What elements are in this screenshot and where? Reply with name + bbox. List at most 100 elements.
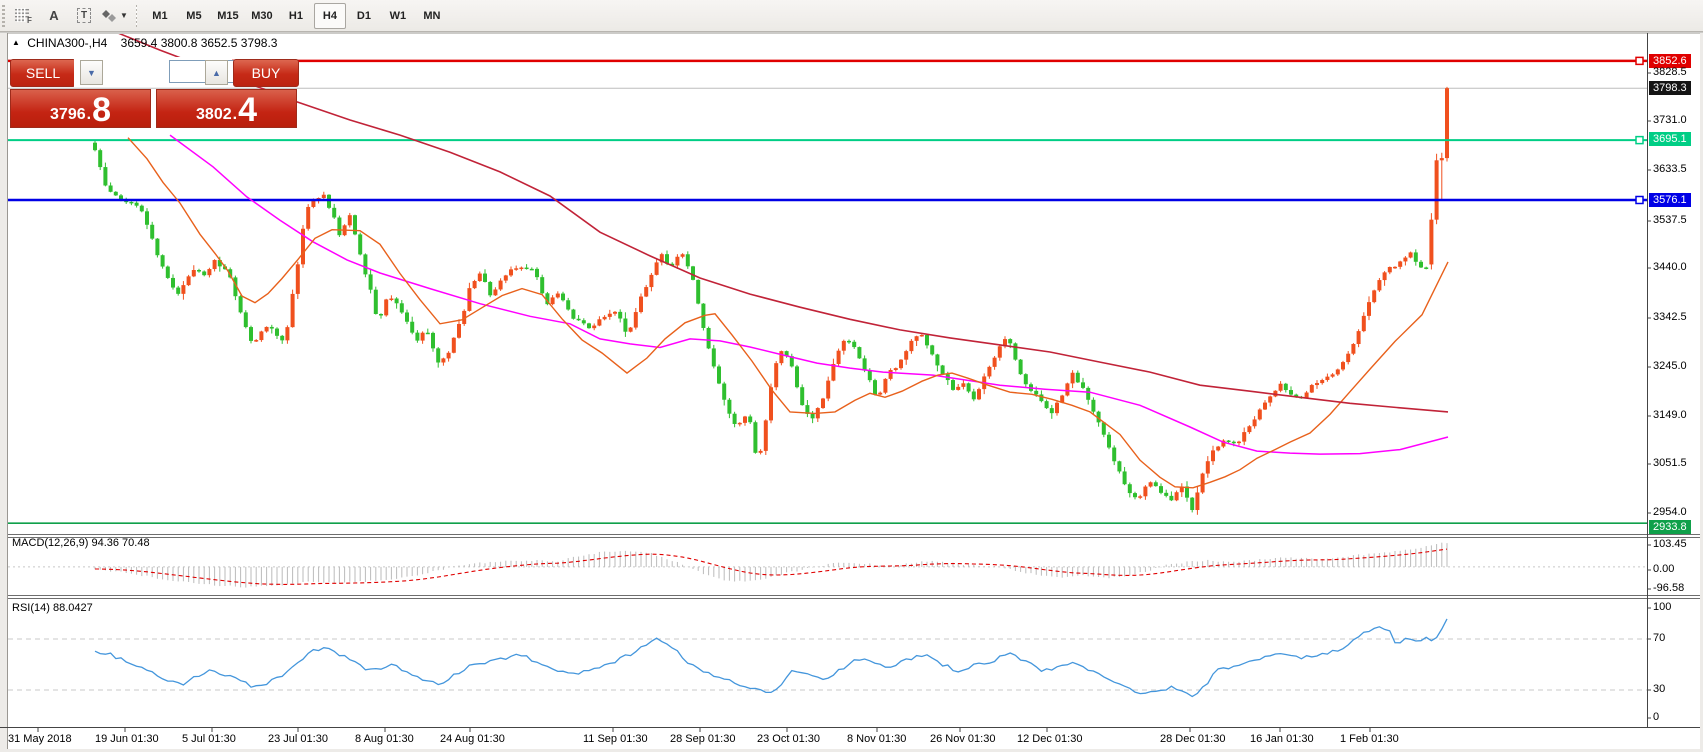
price-badge-3798.3: 3798.3 — [1649, 81, 1691, 95]
date-axis-label: 11 Sep 01:30 — [583, 733, 648, 745]
window-left-frame — [0, 33, 7, 752]
buy-button-label: BUY — [251, 65, 281, 81]
date-axis-label: 23 Oct 01:30 — [757, 733, 820, 745]
sell-button-label: SELL — [25, 65, 61, 81]
line-end-marker — [1635, 56, 1644, 66]
candlesticks — [93, 86, 1449, 515]
macd-axis-label: -96.58 — [1653, 582, 1685, 594]
date-axis-label: 31 May 2018 — [8, 733, 72, 745]
price-axis-label: 3537.5 — [1653, 214, 1687, 226]
buy-price-big-digit: 4 — [238, 91, 257, 129]
timeframe-button-h4[interactable]: H4 — [313, 2, 346, 29]
timeframe-button-mn[interactable]: MN — [423, 9, 441, 22]
price-axis-label: 2954.0 — [1653, 506, 1687, 518]
buy-price-main: 3802 — [196, 106, 232, 123]
date-axis-label: 24 Aug 01:30 — [440, 733, 505, 745]
rsi-axis-label: 30 — [1653, 683, 1666, 695]
timeframe-button-m5[interactable]: M5 — [186, 9, 202, 22]
text-tool-icon: A — [49, 8, 59, 23]
timeframe-button-m30[interactable]: M30 — [251, 9, 273, 22]
price-axis-label: 3245.0 — [1653, 360, 1687, 372]
svg-text:F: F — [27, 16, 32, 23]
window-right-frame — [1700, 33, 1703, 752]
buy-price-dot: . — [232, 106, 238, 123]
rsi-line — [94, 618, 1448, 698]
date-axis-label: 8 Nov 01:30 — [847, 733, 907, 745]
timeframe-buttons: M1 M5 M15 M30 H1 H4 D1 W1 MN — [143, 2, 449, 29]
rsi-axis-label: 0 — [1653, 711, 1660, 723]
main-chart-panel — [8, 34, 1647, 524]
date-axis-label: 28 Sep 01:30 — [670, 733, 736, 745]
price-axis-label: 3440.0 — [1653, 261, 1687, 273]
rsi-axis-label: 70 — [1653, 632, 1666, 644]
label-tool-icon: T — [76, 8, 92, 23]
timeframe-button-h1[interactable]: H1 — [288, 9, 303, 22]
toolbar-grip[interactable] — [2, 4, 9, 27]
date-axis-label: 28 Dec 01:30 — [1160, 733, 1226, 745]
price-axis-label: 3149.0 — [1653, 409, 1687, 421]
macd-panel — [8, 542, 1647, 588]
timeframe-button-m15[interactable]: M15 — [217, 9, 239, 22]
toolbar: F A T ▼ M1 M5 M15 M30 H1 H4 D1 W1 MN — [0, 0, 1703, 32]
sell-price[interactable]: 3796 . 8 — [10, 89, 151, 128]
toolbar-separator — [135, 4, 137, 27]
line-end-marker — [1635, 195, 1644, 205]
line-end-marker — [1635, 135, 1644, 145]
buy-button[interactable]: BUY — [233, 59, 299, 87]
price-badge-2933.8: 2933.8 — [1649, 520, 1691, 534]
window-bottom-frame — [0, 749, 1703, 752]
price-axis-label: 3051.5 — [1653, 457, 1687, 469]
date-axis-label: 12 Dec 01:30 — [1017, 733, 1083, 745]
timeframe-button-d1[interactable]: D1 — [356, 9, 371, 22]
rsi-label: RSI(14) 88.0427 — [12, 602, 93, 614]
price-badge-3695.1: 3695.1 — [1649, 132, 1691, 146]
sell-button[interactable]: SELL — [10, 59, 76, 87]
date-axis-label: 26 Nov 01:30 — [930, 733, 996, 745]
ma-dark-red-line — [118, 34, 1449, 413]
chart-canvas[interactable] — [0, 32, 1703, 752]
one-click-trading-panel: SELL ▼ ▲ BUY 3796 . 8 3802 . 4 — [10, 57, 299, 128]
macd-signal-line — [95, 548, 1448, 585]
timeframe-button-m1[interactable]: M1 — [152, 9, 168, 22]
indicator-list-button[interactable]: F — [10, 3, 38, 29]
ohlc-values: 3659.4 3800.8 3652.5 3798.3 — [120, 36, 278, 50]
date-axis-label: 1 Feb 01:30 — [1340, 733, 1399, 745]
dropdown-caret-icon: ▼ — [120, 11, 128, 20]
price-axis-label: 3633.5 — [1653, 163, 1687, 175]
macd-label: MACD(12,26,9) 94.36 70.48 — [12, 537, 150, 549]
label-tool-button[interactable]: T — [70, 3, 98, 29]
price-badge-3852.6: 3852.6 — [1649, 54, 1691, 68]
price-axis-label: 3731.0 — [1653, 114, 1687, 126]
chart-window: ▲ CHINA300-,H4 3659.4 3800.8 3652.5 3798… — [0, 32, 1703, 752]
date-axis-label: 8 Aug 01:30 — [355, 733, 414, 745]
buy-price[interactable]: 3802 . 4 — [156, 89, 297, 128]
macd-axis-label: 0.00 — [1653, 563, 1675, 575]
rsi-panel — [8, 618, 1647, 698]
date-axis-label: 23 Jul 01:30 — [268, 733, 328, 745]
symbol-period: CHINA300-,H4 — [27, 36, 108, 50]
sell-price-main: 3796 — [50, 106, 86, 123]
indicator-list-icon: F — [15, 8, 32, 23]
macd-axis-label: 103.45 — [1653, 538, 1687, 550]
arrow-objects-icon — [102, 9, 116, 22]
ma-magenta-line — [169, 134, 1449, 455]
volume-decrease-button[interactable]: ▼ — [80, 60, 103, 85]
date-axis-label: 5 Jul 01:30 — [182, 733, 236, 745]
rsi-axis-label: 100 — [1653, 601, 1672, 613]
arrow-objects-button[interactable]: ▼ — [100, 3, 129, 29]
sell-price-dot: . — [86, 106, 92, 123]
date-axis-label: 19 Jun 01:30 — [95, 733, 159, 745]
collapse-triangle-icon: ▲ — [12, 38, 20, 47]
date-axis-label: 16 Jan 01:30 — [1250, 733, 1314, 745]
volume-box: ▼ ▲ — [74, 57, 278, 87]
timeframe-button-w1[interactable]: W1 — [389, 9, 407, 22]
price-axis-label: 3828.5 — [1653, 66, 1687, 78]
chart-title: ▲ CHINA300-,H4 3659.4 3800.8 3652.5 3798… — [12, 36, 277, 50]
price-badge-3576.1: 3576.1 — [1649, 193, 1691, 207]
price-axis-label: 3342.5 — [1653, 311, 1687, 323]
sell-price-big-digit: 8 — [92, 91, 111, 129]
text-tool-button[interactable]: A — [40, 3, 68, 29]
ma-orange-line — [127, 137, 1449, 489]
volume-increase-button[interactable]: ▲ — [205, 60, 228, 85]
